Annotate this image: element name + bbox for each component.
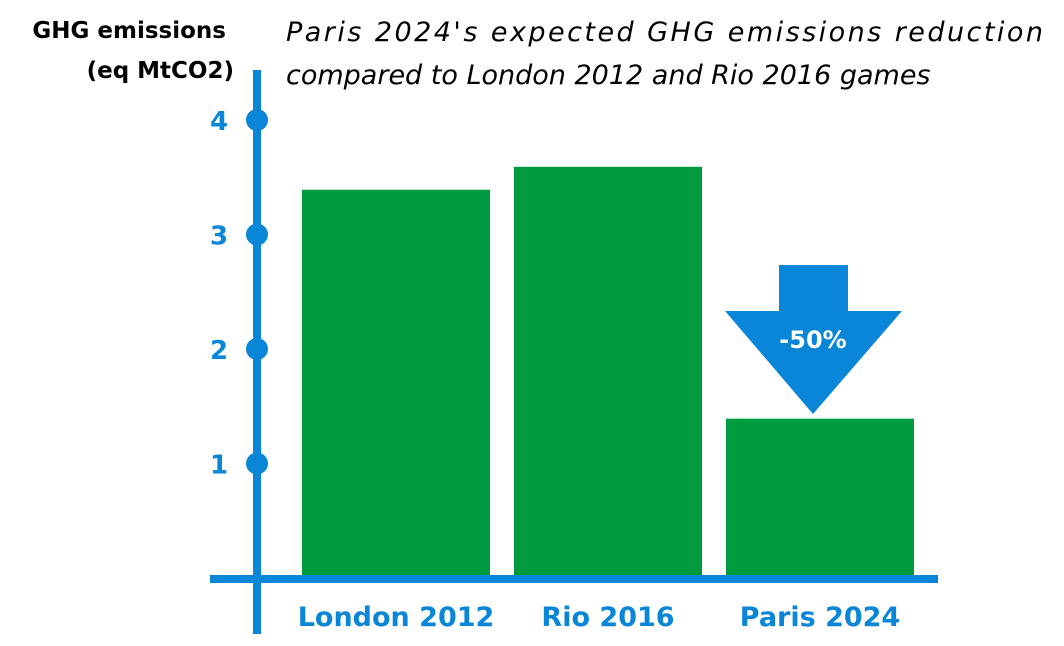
bar: [726, 418, 914, 575]
y-tick-label: 2: [210, 336, 228, 366]
category-label: Rio 2016: [541, 602, 674, 633]
reduction-annotation: -50%: [725, 265, 902, 414]
y-tick-marker: [246, 109, 268, 131]
chart-title-line-2: compared to London 2012 and Rio 2016 gam…: [286, 60, 931, 91]
y-axis-label: GHG emissions (eq MtCO2): [32, 18, 234, 84]
down-arrow-icon: [725, 265, 902, 414]
y-tick-label: 3: [210, 222, 228, 252]
y-tick-marker: [246, 338, 268, 360]
bar: [514, 166, 702, 576]
y-axis-label-line-2: (eq MtCO2): [87, 58, 234, 84]
bar: [302, 189, 490, 575]
chart-title-line-1: Paris 2024's expected GHG emissions redu…: [286, 17, 1043, 48]
reduction-annotation-label: -50%: [779, 326, 846, 354]
y-tick-marker: [246, 452, 268, 475]
category-label: Paris 2024: [740, 602, 900, 633]
y-axis-label-line-1: GHG emissions: [32, 18, 226, 44]
chart-title: Paris 2024's expected GHG emissions redu…: [286, 17, 1054, 91]
y-tick-marker: [246, 223, 268, 246]
y-tick-label: 1: [210, 451, 228, 481]
category-label: London 2012: [298, 602, 495, 633]
y-tick-label: 4: [210, 107, 228, 137]
